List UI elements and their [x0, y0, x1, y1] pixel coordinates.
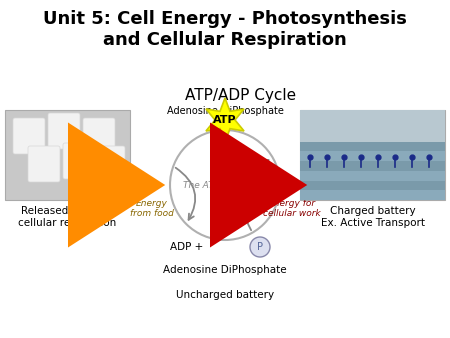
Text: The ATP-ADP Cycle: The ATP-ADP Cycle — [183, 180, 267, 190]
Text: ADP +: ADP + — [170, 242, 203, 252]
FancyBboxPatch shape — [300, 142, 445, 151]
FancyBboxPatch shape — [5, 110, 130, 200]
FancyBboxPatch shape — [300, 190, 445, 200]
Text: Adenosine DiPhosphate: Adenosine DiPhosphate — [163, 265, 287, 275]
Text: P: P — [257, 242, 263, 252]
FancyBboxPatch shape — [300, 110, 445, 200]
Polygon shape — [206, 98, 244, 142]
FancyBboxPatch shape — [300, 110, 445, 142]
Text: ATP: ATP — [213, 115, 237, 125]
Text: Released through
cellular respiration: Released through cellular respiration — [18, 206, 116, 227]
FancyBboxPatch shape — [28, 146, 60, 182]
FancyBboxPatch shape — [83, 118, 115, 154]
FancyBboxPatch shape — [300, 180, 445, 190]
Text: Charged battery
Ex. Active Transport: Charged battery Ex. Active Transport — [321, 206, 425, 227]
FancyBboxPatch shape — [300, 161, 445, 171]
FancyBboxPatch shape — [300, 171, 445, 180]
Circle shape — [250, 237, 270, 257]
FancyBboxPatch shape — [63, 143, 95, 179]
Text: Unit 5: Cell Energy - Photosynthesis
and Cellular Respiration: Unit 5: Cell Energy - Photosynthesis and… — [43, 10, 407, 49]
FancyBboxPatch shape — [48, 113, 80, 149]
Text: Adenosine TriPhosphate: Adenosine TriPhosphate — [166, 106, 284, 116]
FancyBboxPatch shape — [300, 151, 445, 161]
FancyBboxPatch shape — [93, 146, 125, 182]
Text: ATP/ADP Cycle: ATP/ADP Cycle — [185, 88, 296, 103]
Text: Energy
from food: Energy from food — [130, 199, 174, 218]
FancyBboxPatch shape — [13, 118, 45, 154]
Text: Energy for
cellular work: Energy for cellular work — [263, 199, 321, 218]
Text: Uncharged battery: Uncharged battery — [176, 290, 274, 300]
